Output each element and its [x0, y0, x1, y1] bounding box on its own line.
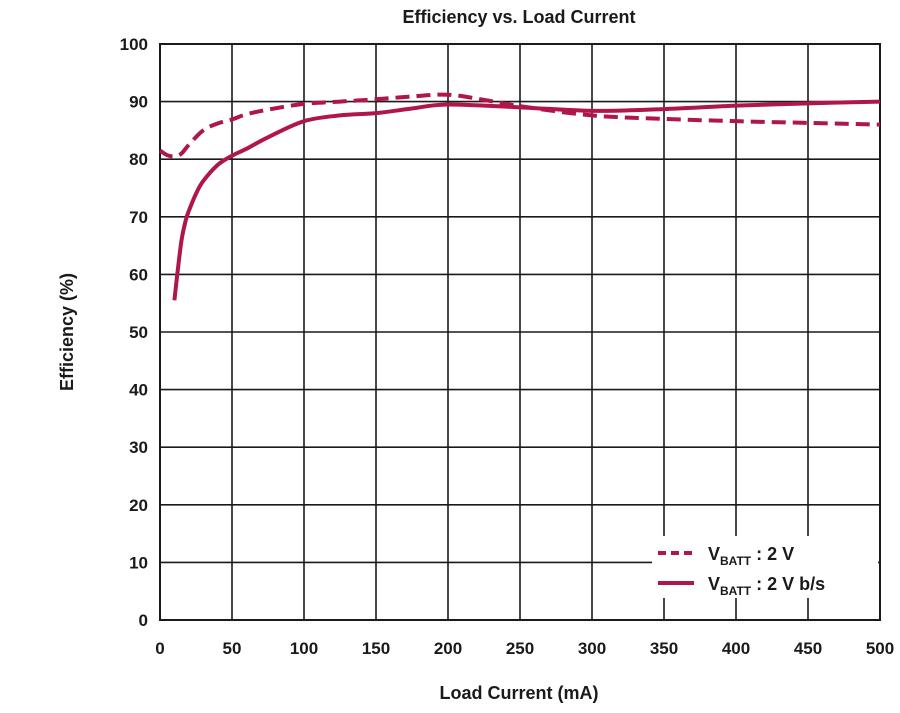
y-tick-label: 70 — [129, 208, 148, 227]
x-tick-label: 150 — [362, 639, 390, 658]
x-tick-label: 450 — [794, 639, 822, 658]
x-tick-label: 50 — [223, 639, 242, 658]
plot-frame — [159, 43, 881, 621]
y-tick-label: 20 — [129, 496, 148, 515]
x-tick-label: 350 — [650, 639, 678, 658]
y-tick-label: 10 — [129, 553, 148, 572]
x-axis-ticks: 0 50 100 150 200 250 300 350 400 450 500 — [155, 639, 894, 658]
y-tick-label: 100 — [120, 35, 148, 54]
x-tick-label: 200 — [434, 639, 462, 658]
y-tick-label: 40 — [129, 381, 148, 400]
y-axis-ticks: 0 10 20 30 40 50 60 70 80 90 100 — [120, 35, 148, 630]
legend-entry-0: VBATT : 2 V — [708, 544, 794, 568]
series-line-dashed — [158, 92, 881, 159]
y-tick-label: 80 — [129, 150, 148, 169]
legend-entry-1: VBATT : 2 V b/s — [708, 574, 825, 598]
grid-lines — [159, 43, 881, 621]
y-axis-label: Efficiency (%) — [57, 273, 77, 391]
y-tick-label: 60 — [129, 265, 148, 284]
x-tick-label: 500 — [866, 639, 894, 658]
legend: VBATT : 2 V VBATT : 2 V b/s — [652, 536, 878, 598]
x-tick-label: 100 — [290, 639, 318, 658]
y-tick-label: 50 — [129, 323, 148, 342]
series-layer — [158, 92, 881, 301]
chart-title: Efficiency vs. Load Current — [402, 7, 635, 27]
x-tick-label: 250 — [506, 639, 534, 658]
legend-background — [652, 536, 878, 598]
y-tick-label: 90 — [129, 93, 148, 112]
x-tick-label: 300 — [578, 639, 606, 658]
x-tick-label: 0 — [155, 639, 164, 658]
y-tick-label: 0 — [139, 611, 148, 630]
x-tick-label: 400 — [722, 639, 750, 658]
x-axis-label: Load Current (mA) — [440, 683, 599, 703]
series-line-solid — [172, 99, 881, 301]
y-tick-label: 30 — [129, 438, 148, 457]
